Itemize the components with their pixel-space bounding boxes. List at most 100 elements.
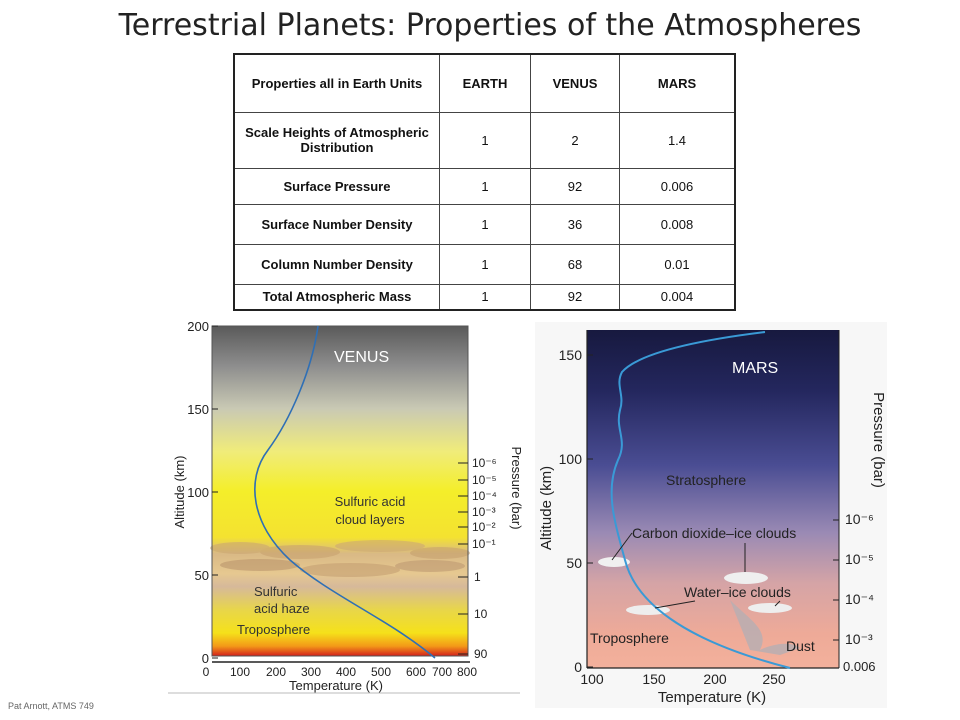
- venus-pressure-label: 10⁻⁴: [472, 489, 497, 503]
- venus-temperature-profile: [254, 325, 436, 659]
- venus-pressure-label: 10: [474, 607, 488, 621]
- table-row: Column Number Density 1 68 0.01: [233, 243, 736, 285]
- venus-xtick-label: 100: [230, 665, 250, 679]
- mars-ytick-label: 100: [559, 451, 583, 467]
- row-label: Surface Number Density: [233, 203, 440, 245]
- mars-x-axis-label: Temperature (K): [658, 689, 766, 706]
- cell-mars: 1.4: [619, 111, 736, 169]
- mars-panel-label: MARS: [732, 360, 778, 377]
- venus-layer-label: cloud layers: [335, 512, 405, 527]
- venus-pressure-label: 10⁻¹: [472, 537, 496, 551]
- mars-atmosphere-background: [587, 330, 839, 668]
- venus-layer-label: acid haze: [254, 601, 310, 616]
- mars-pressure-ticks: 10⁻⁶ 10⁻⁵ 10⁻⁴ 10⁻³ 0.006: [833, 511, 876, 674]
- cell-mars: 0.008: [619, 203, 736, 245]
- cell-earth: 1: [439, 203, 531, 245]
- mars-atmosphere-diagram: 150 100 50 0 100 150 200 250 Temperature…: [535, 322, 887, 708]
- cell-mars: 0.006: [619, 167, 736, 205]
- mars-layer-label: Stratosphere: [666, 472, 746, 488]
- venus-pressure-label: 1: [474, 570, 481, 584]
- venus-x-axis-label: Temperature (K): [289, 678, 383, 693]
- cell-venus: 2: [530, 111, 620, 169]
- venus-y-ticks: 200 150 100 50 0: [187, 319, 218, 666]
- mars-ytick-label: 0: [574, 659, 582, 675]
- mars-pressure-label: 10⁻⁶: [845, 511, 874, 527]
- header-mars: MARS: [619, 53, 736, 113]
- table-row: Surface Pressure 1 92 0.006: [233, 167, 736, 205]
- mars-pressure-label: 10⁻⁵: [845, 551, 874, 567]
- cell-venus: 92: [530, 283, 620, 311]
- mars-pressure-label: 0.006: [843, 659, 876, 674]
- table-row: Total Atmospheric Mass 1 92 0.004: [233, 283, 736, 311]
- mars-layer-label: Carbon dioxide–ice clouds: [632, 525, 796, 541]
- venus-xtick-label: 500: [371, 665, 391, 679]
- cell-venus: 92: [530, 167, 620, 205]
- mars-xtick-label: 250: [762, 671, 786, 687]
- cell-mars: 0.01: [619, 243, 736, 285]
- cell-earth: 1: [439, 243, 531, 285]
- venus-pressure-label: 10⁻⁵: [472, 473, 497, 487]
- venus-ytick-label: 0: [202, 651, 209, 666]
- mars-xtick-label: 150: [642, 671, 666, 687]
- row-label: Column Number Density: [233, 243, 440, 285]
- venus-ytick-label: 150: [187, 402, 209, 417]
- venus-ytick-label: 50: [195, 568, 209, 583]
- venus-xtick-label: 400: [336, 665, 356, 679]
- row-label: Total Atmospheric Mass: [233, 283, 440, 311]
- venus-pressure-label: 90: [474, 647, 488, 661]
- venus-atmosphere-diagram: 200 150 100 50 0 0 100 200 300 400 500 6…: [168, 319, 524, 694]
- venus-cloud-band: [210, 540, 470, 577]
- mars-xtick-label: 100: [580, 671, 604, 687]
- venus-xtick-label: 0: [203, 665, 210, 679]
- venus-pressure-label: 10⁻³: [472, 505, 496, 519]
- mars-layer-label: Water–ice clouds: [684, 584, 791, 600]
- venus-ytick-label: 100: [187, 485, 209, 500]
- venus-pressure-ticks: 10⁻⁶ 10⁻⁵ 10⁻⁴ 10⁻³ 10⁻² 10⁻¹ 1 10 90: [458, 456, 497, 661]
- cell-earth: 1: [439, 167, 531, 205]
- venus-panel-label: VENUS: [334, 349, 389, 366]
- venus-pressure-label: 10⁻⁶: [472, 456, 497, 470]
- mars-y-ticks: 150 100 50 0: [559, 347, 593, 675]
- properties-table: Properties all in Earth Units EARTH VENU…: [233, 53, 736, 311]
- venus-y-axis-label: Altitude (km): [172, 456, 187, 529]
- page-title: Terrestrial Planets: Properties of the A…: [118, 8, 862, 43]
- header-properties: Properties all in Earth Units: [233, 53, 440, 113]
- mars-xtick-label: 200: [703, 671, 727, 687]
- row-label: Scale Heights of Atmospheric Distributio…: [233, 111, 440, 169]
- mars-layer-label: Dust: [786, 638, 815, 654]
- venus-xtick-label: 600: [406, 665, 426, 679]
- header-venus: VENUS: [530, 53, 620, 113]
- mars-temperature-profile: [610, 331, 791, 669]
- cell-earth: 1: [439, 111, 531, 169]
- mars-pressure-label: 10⁻⁴: [845, 591, 874, 607]
- mars-clouds: [598, 557, 800, 655]
- venus-pressure-label: 10⁻²: [472, 520, 496, 534]
- footer-credit: Pat Arnott, ATMS 749: [8, 701, 94, 711]
- venus-xtick-label: 300: [301, 665, 321, 679]
- venus-ytick-label: 200: [187, 319, 209, 334]
- venus-pressure-axis-label: Pressure (bar): [509, 446, 524, 529]
- row-label: Surface Pressure: [233, 167, 440, 205]
- venus-xtick-label: 200: [266, 665, 286, 679]
- table-row: Surface Number Density 1 36 0.008: [233, 203, 736, 245]
- venus-layer-label: Sulfuric acid: [335, 494, 406, 509]
- mars-pressure-label: 10⁻³: [845, 631, 873, 647]
- venus-atmosphere-background: [212, 326, 468, 656]
- venus-xtick-label: 800: [457, 665, 477, 679]
- venus-layer-label: Troposphere: [237, 622, 310, 637]
- cell-venus: 36: [530, 203, 620, 245]
- table-header-row: Properties all in Earth Units EARTH VENU…: [233, 53, 736, 113]
- venus-xtick-label: 700: [432, 665, 452, 679]
- venus-layer-label: Sulfuric: [254, 584, 298, 599]
- mars-layer-label: Troposphere: [590, 630, 669, 646]
- cell-mars: 0.004: [619, 283, 736, 311]
- venus-x-ticks: 0 100 200 300 400 500 600 700 800: [203, 665, 478, 679]
- mars-y-axis-label: Altitude (km): [538, 466, 555, 550]
- cell-venus: 68: [530, 243, 620, 285]
- header-earth: EARTH: [439, 53, 531, 113]
- mars-ytick-label: 150: [559, 347, 583, 363]
- cell-earth: 1: [439, 283, 531, 311]
- mars-x-ticks: 100 150 200 250: [580, 671, 786, 687]
- table-row: Scale Heights of Atmospheric Distributio…: [233, 111, 736, 169]
- mars-ytick-label: 50: [566, 555, 582, 571]
